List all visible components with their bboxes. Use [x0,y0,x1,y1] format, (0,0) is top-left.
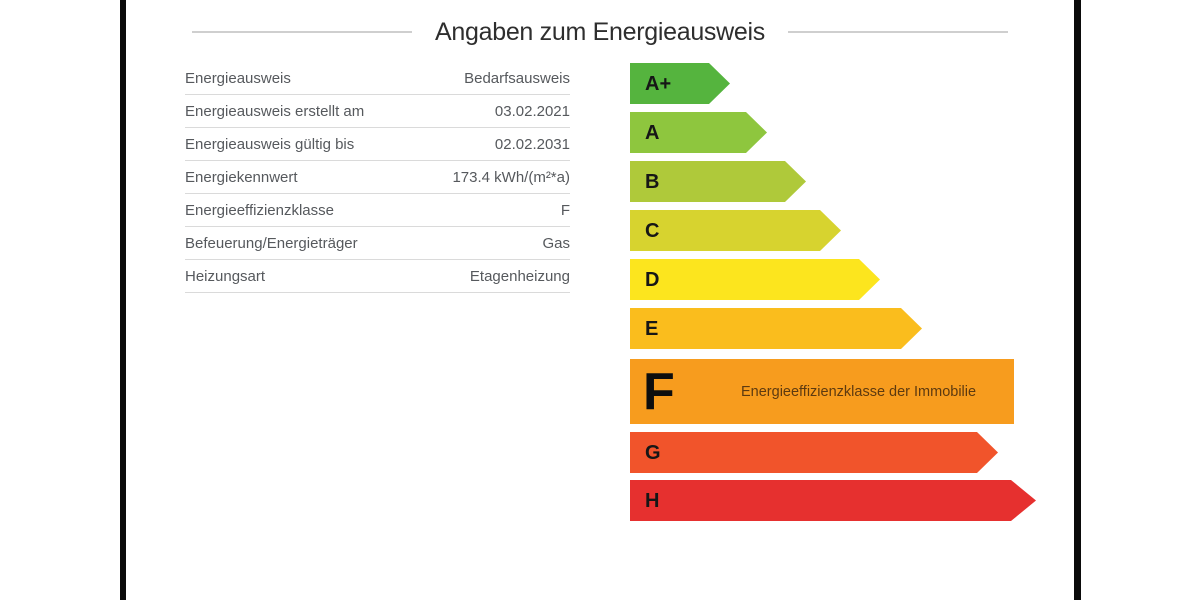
energy-class-label: F [643,362,675,421]
table-row: Energieeffizienzklasse F [185,194,570,227]
row-value: 02.02.2031 [494,135,570,153]
row-label: Befeuerung/Energieträger [185,234,358,252]
energy-class-bar-a-plus: A+ [630,63,730,104]
header-rule-left [192,31,413,33]
energy-class-label: E [645,317,659,340]
energy-class-label: B [645,170,660,193]
energy-class-bar-a: A [630,112,767,153]
row-label: Energieausweis gültig bis [185,135,355,153]
table-row: Energiekennwert 173.4 kWh/(m²*a) [185,161,570,194]
table-row: Energieausweis gültig bis 02.02.2031 [185,128,570,161]
energy-class-label: D [645,268,660,291]
section-header: Angaben zum Energieausweis [126,16,1074,48]
table-row: Energieausweis Bedarfsausweis [185,62,570,95]
page-title: Angaben zum Energieausweis [435,17,765,46]
energy-class-label: A [645,121,660,144]
row-value: F [560,201,570,219]
row-value: 03.02.2021 [494,102,570,120]
row-label: Energieeffizienzklasse [185,201,334,219]
energy-class-label: G [645,441,661,464]
energy-class-bar-g: G [630,432,998,473]
left-frame-line [120,0,126,600]
row-value: Etagenheizung [469,267,570,285]
row-label: Energiekennwert [185,168,298,186]
table-row: Energieausweis erstellt am 03.02.2021 [185,95,570,128]
energy-class-label: A+ [645,72,672,95]
energy-scale: A+ A B C D E F Energieeffizienzklasse der Immob… [630,0,1080,600]
energy-class-label: C [645,219,660,242]
energy-class-bar-h: H [630,480,1036,521]
table-row: Befeuerung/Energieträger Gas [185,227,570,260]
energy-class-bar-e: E [630,308,922,349]
table-row: Heizungsart Etagenheizung [185,260,570,293]
row-value: Gas [542,234,570,252]
energy-table: Energieausweis Bedarfsausweis Energieauswe… [185,62,570,293]
row-label: Energieausweis erstellt am [185,102,365,120]
header-rule-right [787,31,1008,33]
row-label: Energieausweis [185,69,291,87]
energy-class-bar-d: D [630,259,880,300]
energy-class-bar-f: F Energieeffizienzklasse der Immobilie [630,359,1014,424]
highlight-note: Energieeffizienzklasse der Immobilie [741,383,977,400]
row-label: Heizungsart [185,267,266,285]
row-value: 173.4 kWh/(m²*a) [452,168,570,186]
energy-class-label: H [645,489,660,512]
right-frame-line [1074,0,1081,600]
energy-class-bar-b: B [630,161,806,202]
energy-class-bar-c: C [630,210,841,251]
row-value: Bedarfsausweis [464,69,570,87]
